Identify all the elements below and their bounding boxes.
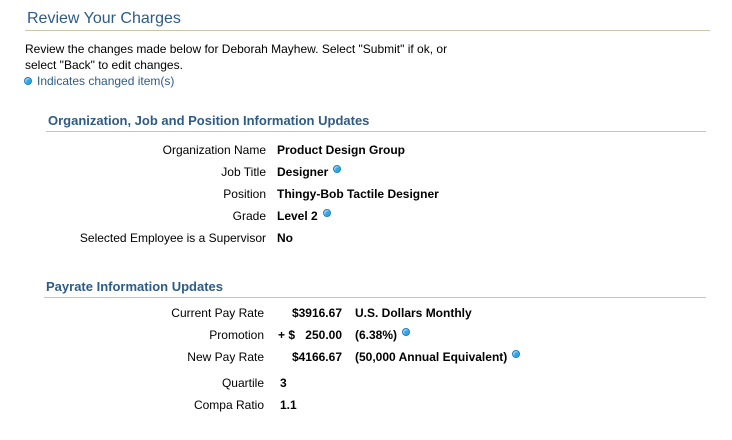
- payrate-section-header: Payrate Information Updates: [46, 279, 223, 294]
- org-section-header: Organization, Job and Position Informati…: [48, 113, 370, 128]
- compa-ratio-value: 1.1: [280, 398, 297, 412]
- org-row-grade: Grade Level 2: [0, 209, 732, 227]
- org-row-organization-name: Organization Name Product Design Group: [0, 143, 732, 161]
- pay-row-promotion: Promotion + $ 250.00 (6.38%): [0, 328, 732, 346]
- org-section-divider: [46, 131, 706, 132]
- pay-row-quartile: Quartile 3: [0, 376, 732, 394]
- row-label: Grade: [232, 209, 266, 223]
- row-label: Selected Employee is a Supervisor: [79, 231, 266, 245]
- promotion-desc: (6.38%): [355, 328, 411, 342]
- row-label: Position: [223, 187, 266, 201]
- pay-row-current: Current Pay Rate $3916.67 U.S. Dollars M…: [0, 306, 732, 324]
- promotion-prefix: + $: [278, 328, 296, 342]
- payrate-section-divider: [44, 297, 706, 298]
- row-label: Compa Ratio: [193, 398, 264, 412]
- org-row-supervisor: Selected Employee is a Supervisor No: [0, 231, 732, 249]
- new-pay-amount: $4166.67: [291, 350, 342, 364]
- changed-indicator-icon: [402, 328, 411, 336]
- pay-row-new-rate: New Pay Rate $4166.67 (50,000 Annual Equ…: [0, 350, 732, 368]
- row-value: No: [277, 231, 293, 245]
- row-value: Level 2: [277, 209, 331, 223]
- current-pay-amount: $3916.67: [291, 306, 342, 320]
- org-row-position: Position Thingy-Bob Tactile Designer: [0, 187, 732, 205]
- blue-dot-icon: [24, 77, 32, 85]
- intro-line-2: select "Back" to edit changes.: [25, 58, 183, 72]
- row-value: Product Design Group: [277, 143, 406, 157]
- pay-row-compa-ratio: Compa Ratio 1.1: [0, 398, 732, 416]
- intro-text: Review the changes made below for Debora…: [25, 41, 485, 73]
- promotion-amount: 250.00: [305, 328, 342, 342]
- row-label: Promotion: [209, 328, 264, 342]
- changed-legend: Indicates changed item(s): [24, 74, 174, 88]
- legend-text: Indicates changed item(s): [37, 74, 175, 88]
- changed-indicator-icon: [333, 165, 342, 173]
- row-label: Organization Name: [162, 143, 266, 157]
- row-value: Thingy-Bob Tactile Designer: [277, 187, 439, 201]
- row-label: Quartile: [221, 376, 264, 390]
- quartile-value: 3: [280, 376, 287, 390]
- title-divider: [25, 30, 710, 31]
- intro-line-1: Review the changes made below for Debora…: [25, 42, 448, 56]
- row-label: New Pay Rate: [187, 350, 264, 364]
- row-label: Current Pay Rate: [171, 306, 264, 320]
- current-pay-desc: U.S. Dollars Monthly: [355, 306, 472, 320]
- changed-indicator-icon: [512, 350, 521, 358]
- page-title: Review Your Charges: [27, 10, 181, 27]
- changed-indicator-icon: [322, 209, 331, 217]
- row-label: Job Title: [221, 165, 266, 179]
- row-value: Designer: [277, 165, 342, 179]
- new-pay-desc: (50,000 Annual Equivalent): [355, 350, 521, 364]
- org-row-job-title: Job Title Designer: [0, 165, 732, 183]
